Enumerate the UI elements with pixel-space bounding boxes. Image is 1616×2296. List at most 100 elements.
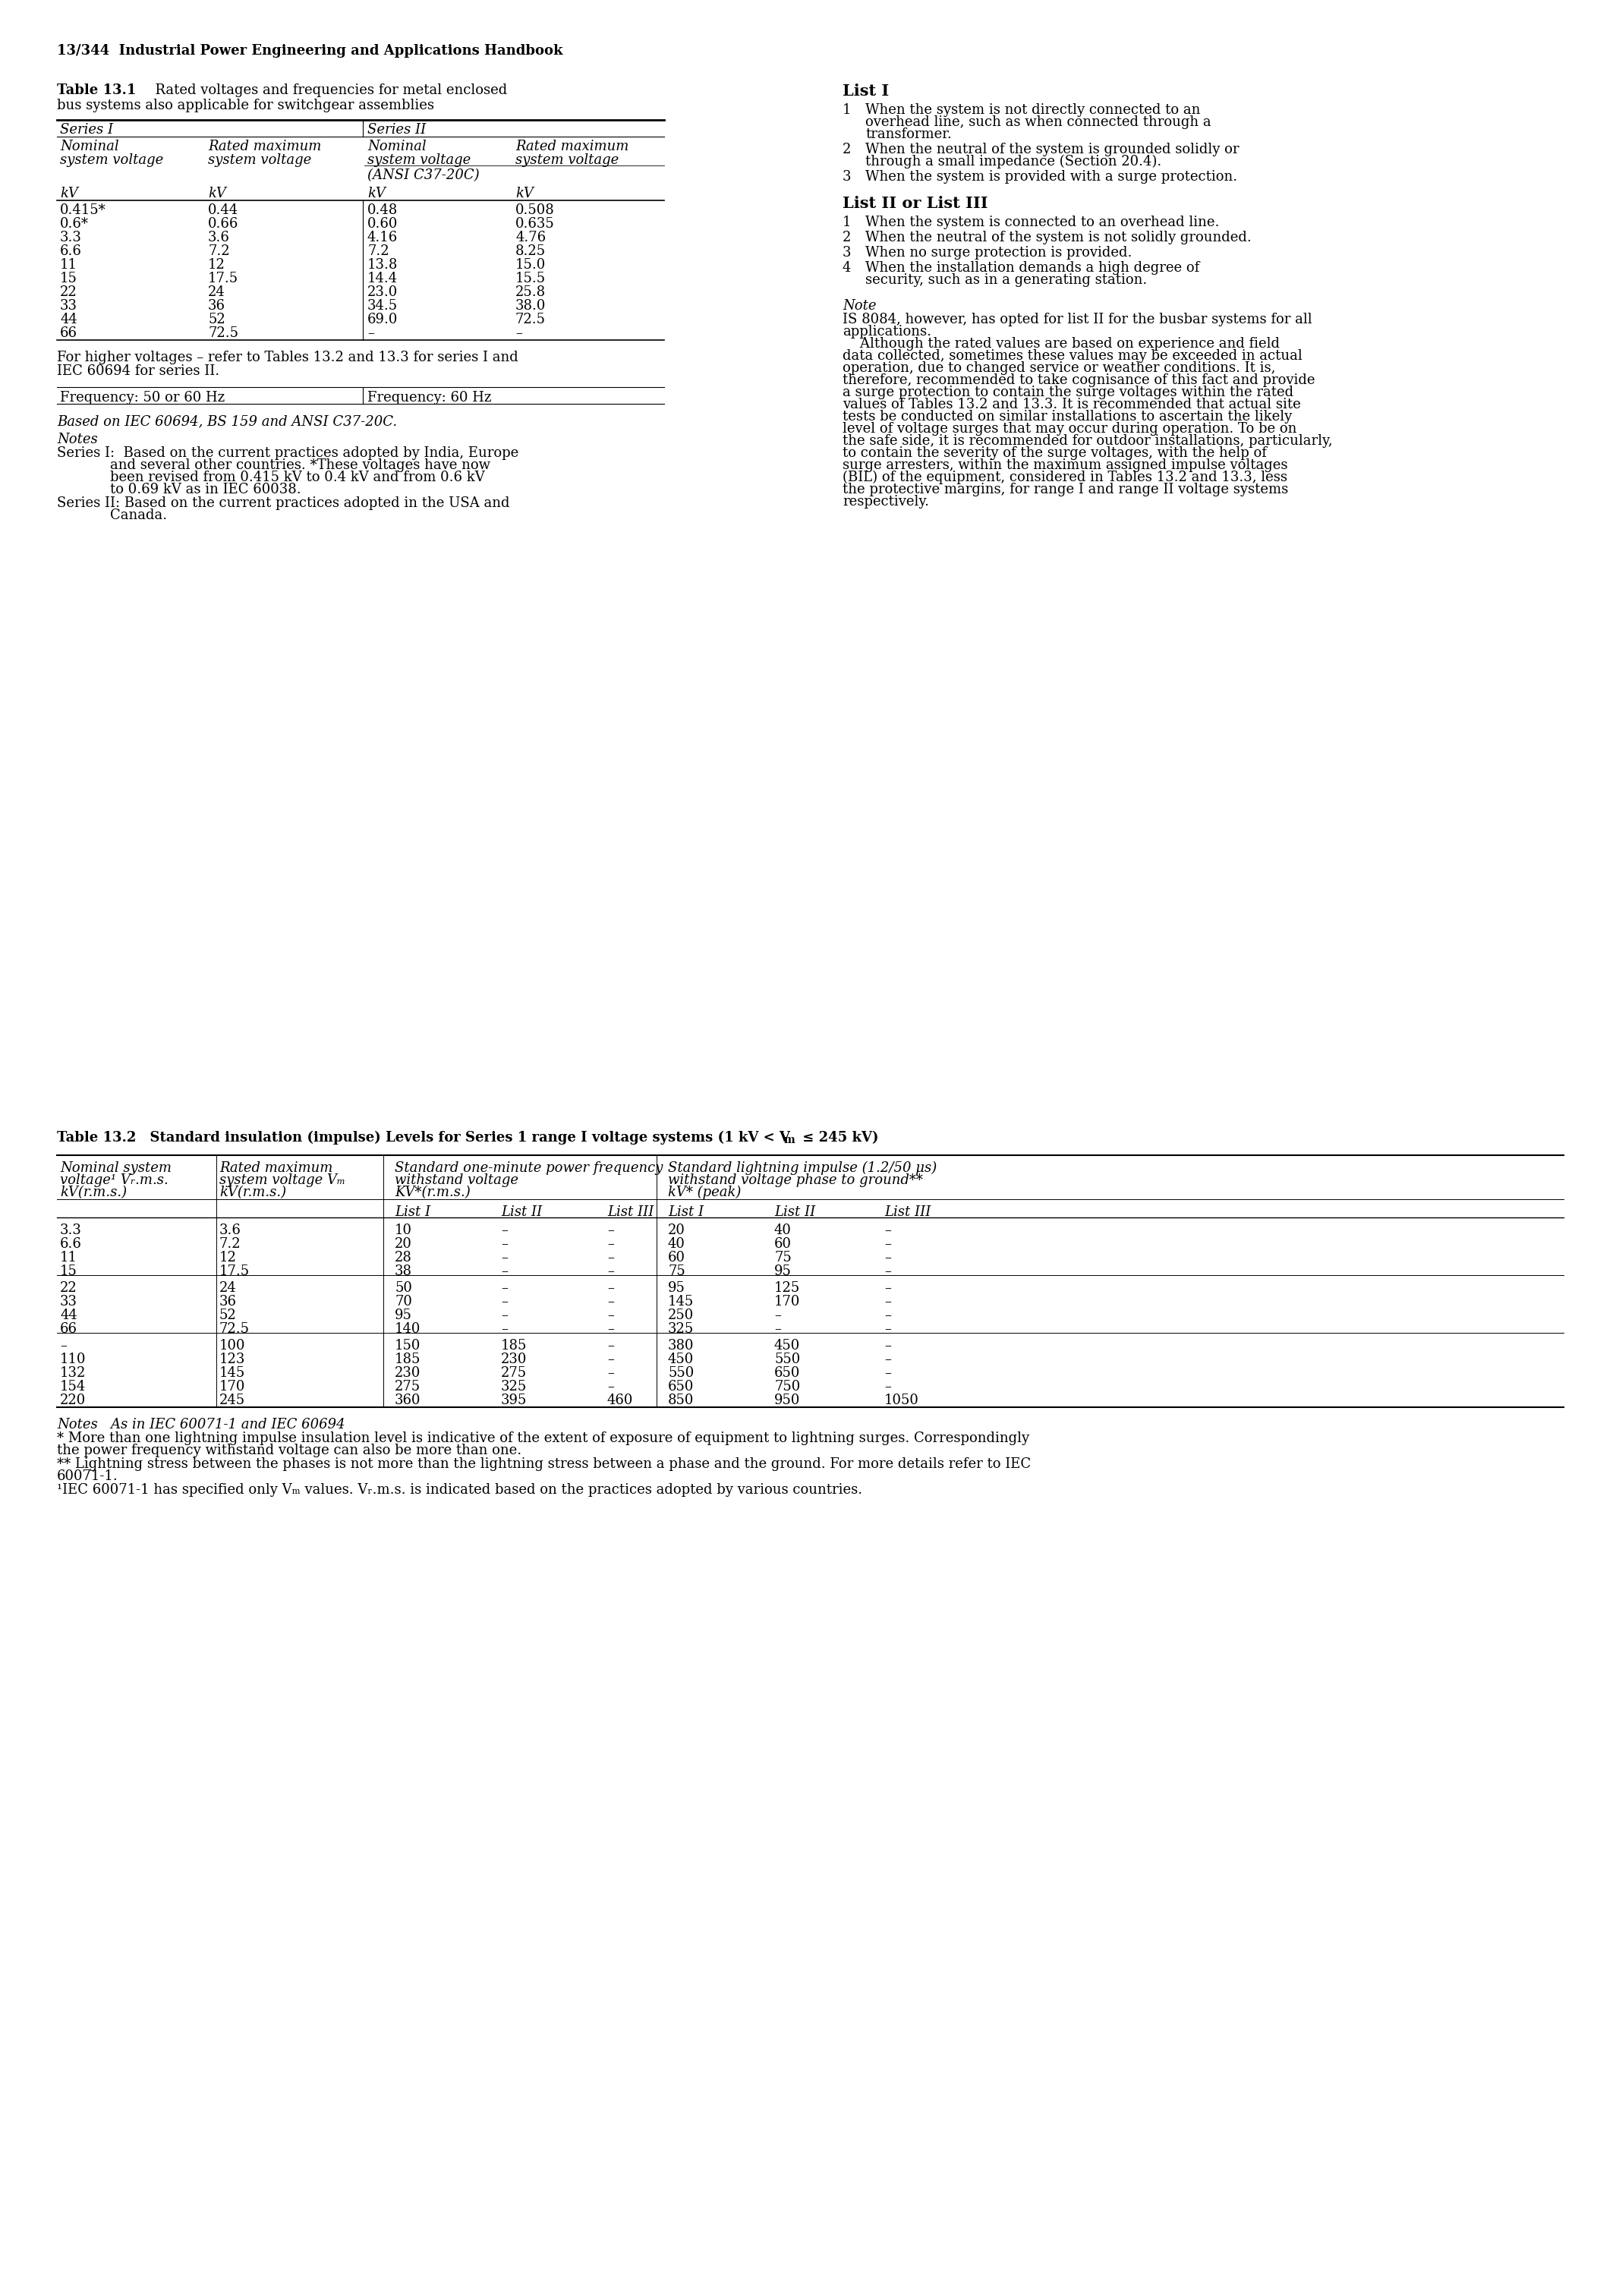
- Text: 38: 38: [394, 1265, 412, 1279]
- Text: 140: 140: [394, 1322, 420, 1336]
- Text: –: –: [884, 1281, 890, 1295]
- Text: –: –: [608, 1251, 614, 1265]
- Text: voltage¹ Vᵣ.m.s.: voltage¹ Vᵣ.m.s.: [60, 1173, 168, 1187]
- Text: 1050: 1050: [884, 1394, 920, 1407]
- Text: Standard insulation (impulse) Levels for Series 1 range I voltage systems (1 kV : Standard insulation (impulse) Levels for…: [141, 1132, 790, 1146]
- Text: 550: 550: [667, 1366, 693, 1380]
- Text: –: –: [60, 1339, 66, 1352]
- Text: ¹IEC 60071-1 has specified only Vₘ values. Vᵣ.m.s. is indicated based on the pra: ¹IEC 60071-1 has specified only Vₘ value…: [57, 1483, 863, 1497]
- Text: 450: 450: [667, 1352, 693, 1366]
- Text: system voltage Vₘ: system voltage Vₘ: [220, 1173, 346, 1187]
- Text: 20: 20: [394, 1238, 412, 1251]
- Text: –: –: [774, 1309, 781, 1322]
- Text: 0.60: 0.60: [367, 218, 398, 230]
- Text: 14.4: 14.4: [367, 271, 398, 285]
- Text: 72.5: 72.5: [208, 326, 238, 340]
- Text: data collected, sometimes these values may be exceeded in actual: data collected, sometimes these values m…: [842, 349, 1302, 363]
- Text: 650: 650: [774, 1366, 800, 1380]
- Text: 132: 132: [60, 1366, 86, 1380]
- Text: 275: 275: [394, 1380, 420, 1394]
- Text: 72.5: 72.5: [516, 312, 546, 326]
- Text: * More than one lightning impulse insulation level is indicative of the extent o: * More than one lightning impulse insula…: [57, 1430, 1029, 1444]
- Text: –: –: [501, 1322, 507, 1336]
- Text: 15: 15: [60, 271, 78, 285]
- Text: –: –: [501, 1238, 507, 1251]
- Text: 17.5: 17.5: [220, 1265, 250, 1279]
- Text: 40: 40: [774, 1224, 792, 1238]
- Text: List II or List III: List II or List III: [842, 195, 987, 211]
- Text: values of Tables 13.2 and 13.3. It is recommended that actual site: values of Tables 13.2 and 13.3. It is re…: [842, 397, 1301, 411]
- Text: List III: List III: [608, 1205, 654, 1219]
- Text: 325: 325: [501, 1380, 527, 1394]
- Text: 3.3: 3.3: [60, 230, 82, 243]
- Text: –: –: [501, 1281, 507, 1295]
- Text: 24: 24: [208, 285, 225, 298]
- Text: Table 13.2: Table 13.2: [57, 1132, 136, 1146]
- Text: to 0.69 kV as in IEC 60038.: to 0.69 kV as in IEC 60038.: [110, 482, 301, 496]
- Text: 15: 15: [60, 1265, 78, 1279]
- Text: 3.6: 3.6: [220, 1224, 241, 1238]
- Text: –: –: [501, 1251, 507, 1265]
- Text: –: –: [884, 1322, 890, 1336]
- Text: system voltage: system voltage: [516, 154, 619, 168]
- Text: Nominal: Nominal: [60, 140, 120, 154]
- Text: 95: 95: [394, 1309, 412, 1322]
- Text: 36: 36: [208, 298, 226, 312]
- Text: 12: 12: [220, 1251, 236, 1265]
- Text: 2: 2: [842, 230, 852, 243]
- Text: 0.635: 0.635: [516, 218, 554, 230]
- Text: respectively.: respectively.: [842, 496, 929, 507]
- Text: (BIL) of the equipment, considered in Tables 13.2 and 13.3, less: (BIL) of the equipment, considered in Ta…: [842, 471, 1288, 484]
- Text: 0.508: 0.508: [516, 204, 554, 218]
- Text: applications.: applications.: [842, 324, 931, 338]
- Text: 275: 275: [501, 1366, 527, 1380]
- Text: Frequency: 60 Hz: Frequency: 60 Hz: [367, 390, 491, 404]
- Text: 33: 33: [60, 298, 78, 312]
- Text: List I: List I: [667, 1205, 703, 1219]
- Text: 44: 44: [60, 1309, 78, 1322]
- Text: 75: 75: [774, 1251, 792, 1265]
- Text: 60: 60: [774, 1238, 792, 1251]
- Text: 11: 11: [60, 257, 78, 271]
- Text: 11: 11: [60, 1251, 78, 1265]
- Text: operation, due to changed service or weather conditions. It is,: operation, due to changed service or wea…: [842, 360, 1275, 374]
- Text: 25.8: 25.8: [516, 285, 546, 298]
- Text: 850: 850: [667, 1394, 693, 1407]
- Text: 34.5: 34.5: [367, 298, 398, 312]
- Text: Frequency: 50 or 60 Hz: Frequency: 50 or 60 Hz: [60, 390, 225, 404]
- Text: 22: 22: [60, 285, 78, 298]
- Text: 66: 66: [60, 1322, 78, 1336]
- Text: 13/344  Industrial Power Engineering and Applications Handbook: 13/344 Industrial Power Engineering and …: [57, 44, 562, 57]
- Text: –: –: [884, 1224, 890, 1238]
- Text: 8.25: 8.25: [516, 243, 546, 257]
- Text: system voltage: system voltage: [60, 154, 163, 168]
- Text: –: –: [608, 1309, 614, 1322]
- Text: –: –: [884, 1339, 890, 1352]
- Text: ** Lightning stress between the phases is not more than the lightning stress bet: ** Lightning stress between the phases i…: [57, 1458, 1031, 1472]
- Text: –: –: [608, 1366, 614, 1380]
- Text: 245: 245: [220, 1394, 246, 1407]
- Text: 24: 24: [220, 1281, 236, 1295]
- Text: 13.8: 13.8: [367, 257, 398, 271]
- Text: –: –: [884, 1380, 890, 1394]
- Text: 69.0: 69.0: [367, 312, 398, 326]
- Text: (ANSI C37-20C): (ANSI C37-20C): [367, 168, 480, 181]
- Text: 145: 145: [220, 1366, 246, 1380]
- Text: the protective margins, for range I and range II voltage systems: the protective margins, for range I and …: [842, 482, 1288, 496]
- Text: 150: 150: [394, 1339, 420, 1352]
- Text: IS 8084, however, has opted for list II for the busbar systems for all: IS 8084, however, has opted for list II …: [842, 312, 1312, 326]
- Text: –: –: [884, 1366, 890, 1380]
- Text: kV: kV: [516, 186, 533, 200]
- Text: kV(r.m.s.): kV(r.m.s.): [220, 1185, 286, 1199]
- Text: Standard lightning impulse (1.2/50 μs): Standard lightning impulse (1.2/50 μs): [667, 1162, 937, 1176]
- Text: system voltage: system voltage: [367, 154, 470, 168]
- Text: –: –: [608, 1224, 614, 1238]
- Text: –: –: [884, 1295, 890, 1309]
- Text: 4.16: 4.16: [367, 230, 398, 243]
- Text: 75: 75: [667, 1265, 685, 1279]
- Text: tests be conducted on similar installations to ascertain the likely: tests be conducted on similar installati…: [842, 411, 1293, 422]
- Text: –: –: [501, 1295, 507, 1309]
- Text: 22: 22: [60, 1281, 78, 1295]
- Text: 154: 154: [60, 1380, 86, 1394]
- Text: 0.66: 0.66: [208, 218, 239, 230]
